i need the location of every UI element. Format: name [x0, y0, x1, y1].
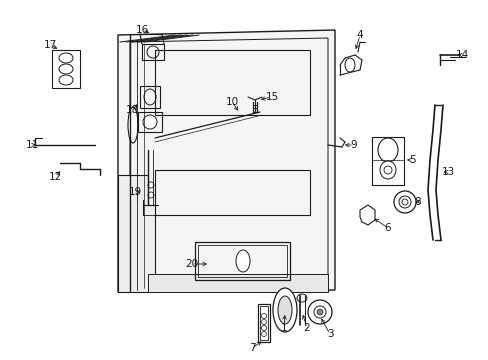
Ellipse shape [148, 192, 154, 198]
Ellipse shape [377, 138, 397, 162]
Bar [198, 245, 286, 277]
Ellipse shape [272, 288, 296, 332]
Bar [258, 304, 269, 342]
Ellipse shape [401, 199, 407, 205]
Text: 11: 11 [25, 140, 39, 150]
Text: 12: 12 [48, 172, 61, 182]
Bar [148, 274, 327, 292]
Text: 4: 4 [356, 30, 363, 40]
Ellipse shape [383, 166, 391, 174]
Text: 19: 19 [128, 187, 142, 197]
Ellipse shape [236, 250, 249, 272]
Text: 16: 16 [135, 25, 148, 35]
Ellipse shape [313, 306, 325, 318]
Text: 14: 14 [454, 50, 468, 60]
Polygon shape [118, 175, 155, 292]
Ellipse shape [148, 182, 154, 188]
Ellipse shape [379, 161, 395, 179]
Bar [260, 306, 267, 340]
Bar [140, 86, 160, 108]
Text: 6: 6 [384, 223, 390, 233]
Text: 3: 3 [326, 329, 333, 339]
Ellipse shape [261, 320, 266, 324]
Bar [138, 112, 162, 132]
Ellipse shape [128, 107, 138, 143]
Ellipse shape [316, 309, 323, 315]
Text: 1: 1 [280, 323, 287, 333]
Text: 10: 10 [225, 97, 238, 107]
Ellipse shape [296, 294, 306, 302]
Bar [371, 137, 403, 185]
Bar [195, 242, 289, 280]
Ellipse shape [393, 191, 415, 213]
Text: 20: 20 [185, 259, 198, 269]
Ellipse shape [278, 296, 291, 324]
Ellipse shape [142, 115, 157, 129]
Polygon shape [118, 30, 334, 292]
Text: 9: 9 [350, 140, 357, 150]
Text: 8: 8 [414, 197, 421, 207]
Ellipse shape [261, 325, 266, 330]
Bar [52, 50, 80, 88]
Ellipse shape [261, 314, 266, 319]
Text: 17: 17 [43, 40, 57, 50]
Ellipse shape [261, 332, 266, 337]
Text: 13: 13 [441, 167, 454, 177]
Ellipse shape [307, 300, 331, 324]
Bar [155, 170, 309, 215]
Ellipse shape [398, 196, 410, 208]
Text: 15: 15 [265, 92, 278, 102]
Text: 5: 5 [408, 155, 414, 165]
Bar [142, 44, 163, 60]
Text: 7: 7 [248, 343, 255, 353]
Text: 18: 18 [125, 105, 138, 115]
Bar [155, 50, 309, 115]
Text: 2: 2 [303, 323, 310, 333]
